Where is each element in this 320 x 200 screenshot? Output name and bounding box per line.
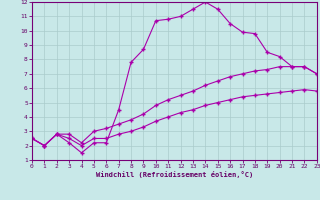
X-axis label: Windchill (Refroidissement éolien,°C): Windchill (Refroidissement éolien,°C) — [96, 171, 253, 178]
